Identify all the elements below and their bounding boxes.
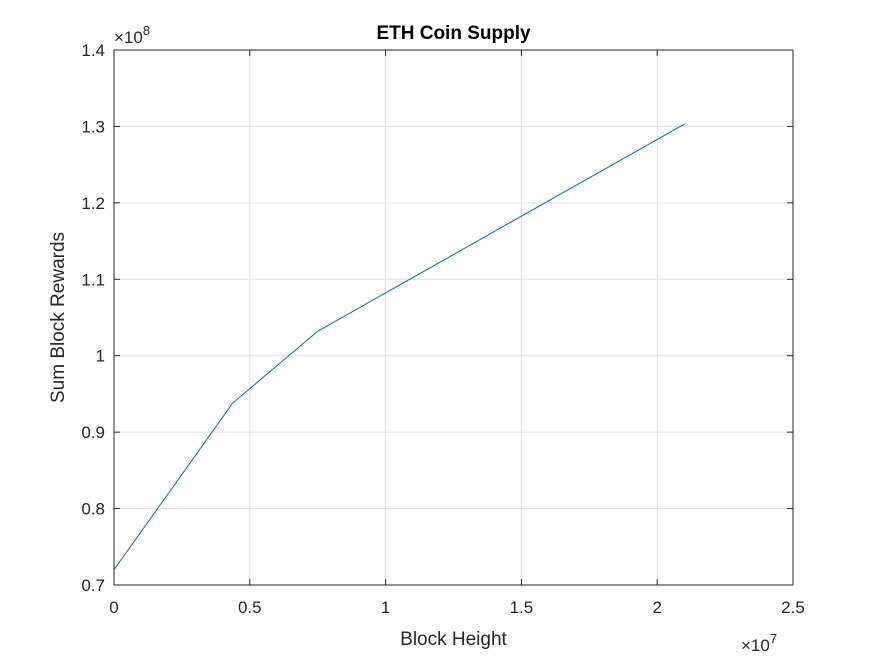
x-multiplier-exponent: 7: [770, 631, 777, 646]
y-tick-label: 1.1: [81, 270, 105, 289]
y-tick-label: 0.8: [81, 500, 105, 519]
y-tick-label: 0.7: [81, 576, 105, 595]
x-axis-label: Block Height: [400, 629, 507, 650]
y-axis-label: Sum Block Rewards: [48, 232, 69, 403]
tick-marks: [113, 49, 794, 586]
x-tick-label: 1: [381, 598, 390, 617]
chart-title: ETH Coin Supply: [376, 23, 531, 44]
x-tick-label: 2: [652, 598, 661, 617]
y-tick-label: 1.4: [81, 41, 105, 60]
y-tick-labels: 0.7 0.8 0.9 1 1.1 1.2 1.3 1.4: [81, 41, 105, 595]
x-tick-labels: 0 0.5 1 1.5 2 2.5: [109, 598, 805, 617]
x-tick-label: 0: [109, 598, 118, 617]
x-tick-label: 2.5: [781, 598, 805, 617]
x-axis-multiplier: ×107: [741, 631, 777, 655]
series-layer: [113, 123, 685, 571]
y-multiplier-base: ×10: [114, 28, 143, 47]
plot-area: [114, 50, 793, 585]
y-axis-multiplier: ×108: [114, 23, 150, 47]
x-tick-label: 0.5: [238, 598, 262, 617]
x-tick-label: 1.5: [510, 598, 534, 617]
x-multiplier-base: ×10: [741, 636, 770, 655]
y-tick-label: 1.3: [81, 117, 105, 136]
series-line-1: [113, 123, 685, 571]
y-tick-label: 1: [96, 347, 105, 366]
y-tick-label: 0.9: [81, 423, 105, 442]
y-tick-label: 1.2: [81, 194, 105, 213]
axes-box: [113, 49, 794, 586]
y-multiplier-exponent: 8: [143, 23, 150, 38]
